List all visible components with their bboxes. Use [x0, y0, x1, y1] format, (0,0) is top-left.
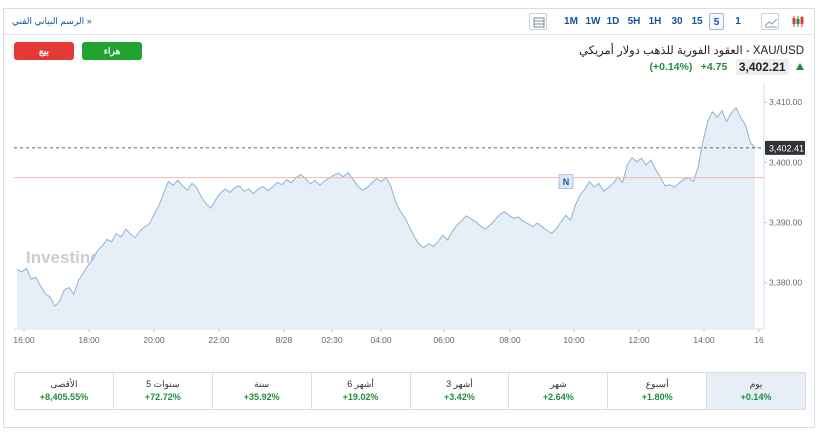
period-change: +35.92%: [243, 392, 280, 402]
performance-periods: الأقصى +8,405.55% 5 سنوات +72.72% سنة +35.92%…: [14, 372, 806, 410]
watermark-logo: Investing: [26, 248, 101, 267]
y-tick-label: 3,390.00: [769, 218, 802, 228]
buy-button[interactable]: هراء: [82, 42, 142, 60]
period-label: 3 أشهر: [446, 379, 473, 389]
y-tick-label: 3,380.00: [769, 278, 802, 288]
period-label: سنة: [254, 379, 270, 389]
period-tab[interactable]: الأقصى +8,405.55%: [15, 373, 114, 409]
candlestick-chart-icon[interactable]: [789, 13, 807, 30]
up-arrow-icon: [796, 63, 804, 71]
timeframe-15[interactable]: 15: [691, 16, 703, 27]
x-tick-label: 16:00: [13, 335, 35, 345]
x-tick-label: 8/28: [276, 335, 293, 345]
table-view-icon[interactable]: [529, 13, 547, 30]
y-tick-label: 3,400.00: [769, 157, 802, 167]
price-chart[interactable]: Investing.com3,402.413,410.003,400.003,3…: [4, 9, 816, 369]
period-label: 5 سنوات: [146, 379, 180, 389]
price-change-percent: (+0.14%): [649, 60, 693, 73]
period-change: +72.72%: [144, 392, 181, 402]
period-label: 6 أشهر: [347, 379, 374, 389]
timeframe-1[interactable]: 1: [735, 16, 741, 27]
timeframe-5[interactable]: 5: [709, 13, 724, 30]
period-tab[interactable]: شهر +2.64%: [509, 373, 609, 409]
x-tick-label: 12:00: [628, 335, 650, 345]
period-tab[interactable]: سنة +35.92%: [213, 373, 312, 409]
x-tick-label: 20:00: [143, 335, 165, 345]
timeframe-5H[interactable]: 5H: [627, 16, 641, 27]
area-chart-icon[interactable]: [761, 13, 779, 30]
sell-button[interactable]: بيع: [14, 42, 74, 60]
x-tick-label: 04:00: [370, 335, 392, 345]
current-price-label: 3,402.41: [769, 143, 804, 153]
x-tick-label: 08:00: [499, 335, 521, 345]
period-change: +3.42%: [444, 392, 475, 402]
price-change: +4.75: [700, 60, 728, 73]
timeframe-1M[interactable]: 1M: [564, 16, 578, 27]
period-change: +8,405.55%: [39, 392, 89, 402]
period-tab[interactable]: 5 سنوات +72.72%: [114, 373, 213, 409]
period-tab[interactable]: يوم +0.14%: [707, 373, 805, 409]
timeframe-1D[interactable]: 1D: [606, 16, 620, 27]
period-change: +19.02%: [342, 392, 379, 402]
period-change: +1.80%: [641, 392, 673, 402]
price-row: (+0.14%) +4.75 3,402.21: [649, 58, 804, 75]
period-tab[interactable]: 6 أشهر +19.02%: [312, 373, 411, 409]
y-tick-label: 3,410.00: [769, 97, 802, 107]
period-tab[interactable]: أسبوع +1.80%: [608, 373, 708, 409]
period-label: أسبوع: [645, 379, 669, 389]
price-area: [17, 107, 755, 329]
instrument-title: XAU/USD - العقود الفورية للذهب دولار أمر…: [579, 45, 804, 57]
x-tick-label: 18:00: [78, 335, 100, 345]
news-marker-label: N: [563, 177, 570, 187]
last-price: 3,402.21: [735, 58, 789, 75]
x-tick-label: 22:00: [208, 335, 230, 345]
x-tick-label: 06:00: [433, 335, 455, 345]
period-change: +0.14%: [740, 392, 772, 402]
news-marker[interactable]: [558, 174, 574, 190]
chart-toolbar: الرسم البياني الفني » 1M 1W 1D 5H 1H 30 15 5 1: [4, 9, 814, 35]
period-tab[interactable]: 3 أشهر +3.42%: [411, 373, 510, 409]
current-price-tag: [765, 140, 805, 155]
timeframe-1W[interactable]: 1W: [585, 16, 601, 27]
period-label: يوم: [749, 379, 763, 389]
x-tick-label: 02:30: [321, 335, 343, 345]
x-tick-label: 16: [754, 335, 764, 345]
timeframe-1H[interactable]: 1H: [648, 16, 662, 27]
period-label: شهر: [549, 379, 567, 389]
timeframe-30[interactable]: 30: [671, 16, 683, 27]
period-label: الأقصى: [50, 379, 78, 389]
chart-widget: الرسم البياني الفني » 1M 1W 1D 5H 1H 30 15 5 1 ب…: [3, 8, 815, 428]
x-tick-label: 10:00: [563, 335, 585, 345]
x-tick-label: 14:00: [693, 335, 715, 345]
technical-chart-link[interactable]: الرسم البياني الفني »: [12, 16, 92, 26]
period-change: +2.64%: [542, 392, 574, 402]
